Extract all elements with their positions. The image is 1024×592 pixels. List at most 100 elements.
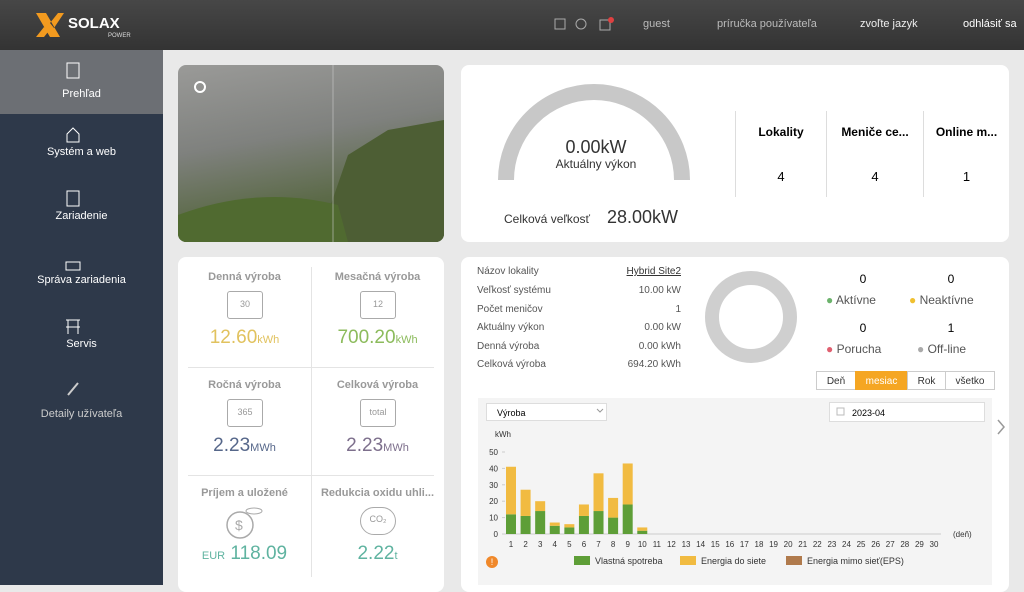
cell-value: 2.23MWh <box>178 435 311 457</box>
production-cell: Celková výroba total 2.23MWh <box>311 365 444 473</box>
stat-value: 4 <box>777 169 785 184</box>
info-value: 0.00 kW <box>644 322 681 333</box>
nav-label: Servis <box>66 338 97 350</box>
cell-value: 700.20kWh <box>311 327 444 349</box>
nav-item[interactable]: Prehľad <box>0 50 163 114</box>
gauge-card: 0.00kW Aktuálny výkon Celková veľkosť 28… <box>461 65 1009 242</box>
site-link[interactable]: Hybrid Site2 <box>626 266 681 277</box>
status-count: 0 <box>859 272 867 286</box>
unit: MWh <box>383 442 409 454</box>
tab[interactable]: Rok <box>907 371 946 390</box>
nav-label: Zariadenie <box>55 210 108 222</box>
status-count: 0 <box>947 272 955 286</box>
logo-text: SOLAX <box>68 15 120 32</box>
gauge-value: 0.00kW <box>565 137 627 157</box>
nav-label: Prehľad <box>62 88 101 100</box>
calendar-icon: total <box>360 399 396 427</box>
value: 2.23 <box>346 435 384 456</box>
cell-label: Mesačná výroba <box>334 271 421 283</box>
status-donut <box>705 271 797 363</box>
status-count: 1 <box>947 321 955 335</box>
cell-label: Denná výroba <box>208 271 281 283</box>
status-name: Aktívne <box>835 293 876 307</box>
info-row: Názov lokality Hybrid Site2 <box>477 266 681 277</box>
value: 700.20 <box>337 327 396 348</box>
unit: MWh <box>250 442 276 454</box>
tab[interactable]: všetko <box>945 371 995 390</box>
calendar-icon: 30 <box>227 291 263 319</box>
cell-label: Celková výroba <box>336 379 419 391</box>
nav-item[interactable]: Systém a web <box>0 114 163 178</box>
unit: t <box>394 550 398 562</box>
stat-value: 4 <box>871 169 879 184</box>
currency: EUR <box>201 550 226 562</box>
unit: kWh <box>257 334 280 346</box>
nav-item[interactable]: Detaily užívateľa <box>0 370 163 434</box>
stat-value: 1 <box>962 169 971 184</box>
logout-link[interactable]: odhlásiť sa <box>963 18 1017 30</box>
info-value: 1 <box>675 304 681 315</box>
production-cell: Denná výroba 30 12.60kWh <box>178 257 311 365</box>
info-row: Celková výroba 694.20 kWh <box>477 359 681 370</box>
cell-value: 12.60kWh <box>178 327 311 349</box>
nav-label: Detaily užívateľa <box>40 408 123 420</box>
info-label: Celková výroba <box>477 359 546 370</box>
production-cell: Redukcia oxidu uhli... CO₂ 2.22t <box>311 473 444 581</box>
production-card: Denná výroba 30 12.60kWh Mesačná výroba 12 7… <box>178 257 444 592</box>
language-menu[interactable]: zvoľte jazyk <box>860 18 918 30</box>
value: 118.09 <box>230 543 288 564</box>
status-label: ● Aktívne <box>826 293 876 307</box>
production-cell: Ročná výroba 365 2.23MWh <box>178 365 311 473</box>
nav-item[interactable]: Servis <box>0 306 163 370</box>
production-cell: Mesačná výroba 12 700.20kWh <box>311 257 444 365</box>
site-photo <box>178 65 444 242</box>
stat-label: Online m... <box>935 125 998 139</box>
top-bar: SOLAX POWER guest príručka používateľa z… <box>0 0 1024 50</box>
logo: SOLAX POWER <box>36 13 131 39</box>
stat-label: Lokality <box>758 125 804 139</box>
tab-active[interactable]: mesiac <box>855 371 908 390</box>
value: 12.60 <box>209 327 258 348</box>
info-value: 10.00 kW <box>638 285 681 296</box>
info-row: Aktuálny výkon 0.00 kW <box>477 322 681 333</box>
gauge-label: Aktuálny výkon <box>555 157 637 171</box>
tab[interactable]: Deň <box>816 371 856 390</box>
status-label: ● Porucha <box>826 342 882 356</box>
header-icons[interactable] <box>553 17 623 33</box>
logo-sub: POWER <box>108 33 131 39</box>
value: 2.23 <box>213 435 251 456</box>
stat-label: Meniče ce... <box>841 125 909 139</box>
info-label: Názov lokality <box>477 266 539 277</box>
status-count: 0 <box>859 321 867 335</box>
unit: kWh <box>395 334 418 346</box>
total-value: 28.00kW <box>607 207 679 227</box>
date-picker[interactable]: 2023-04 <box>829 402 985 422</box>
sidebar: Prehľad Systém a web Zariadenie Správa z… <box>0 50 163 585</box>
chart-panel <box>478 398 992 585</box>
total-label: Celková veľkosť <box>504 212 591 226</box>
calendar-icon: 12 <box>360 291 396 319</box>
info-label: Veľkosť systému <box>477 285 551 296</box>
info-row: Denná výroba 0.00 kWh <box>477 341 681 352</box>
cell-label: Príjem a uložené <box>201 487 288 499</box>
nav-item[interactable]: Správa zariadenia <box>0 242 163 306</box>
info-value: 0.00 kWh <box>638 341 681 352</box>
info-label: Aktuálny výkon <box>477 322 545 333</box>
cell-label: Redukcia oxidu uhli... <box>320 487 435 499</box>
status-name: Porucha <box>836 342 882 356</box>
info-value: 694.20 kWh <box>627 359 681 370</box>
user-menu[interactable]: guest <box>643 18 670 30</box>
manual-link[interactable]: príručka používateľa <box>717 18 817 30</box>
cell-value: EUR 118.09 <box>178 543 311 565</box>
info-row: Veľkosť systému 10.00 kW <box>477 285 681 296</box>
chart-dropdown[interactable]: Výroba <box>486 403 607 421</box>
info-row: Počet meničov 1 <box>477 304 681 315</box>
nav-item[interactable]: Zariadenie <box>0 178 163 242</box>
nav-label: Systém a web <box>46 146 117 158</box>
status-name: Neaktívne <box>919 293 974 307</box>
cell-value: 2.23MWh <box>311 435 444 457</box>
production-cell: Príjem a uložené $ EUR 118.09 <box>178 473 311 581</box>
status-label: ● Neaktívne <box>909 293 974 307</box>
cell-value: 2.22t <box>311 543 444 565</box>
